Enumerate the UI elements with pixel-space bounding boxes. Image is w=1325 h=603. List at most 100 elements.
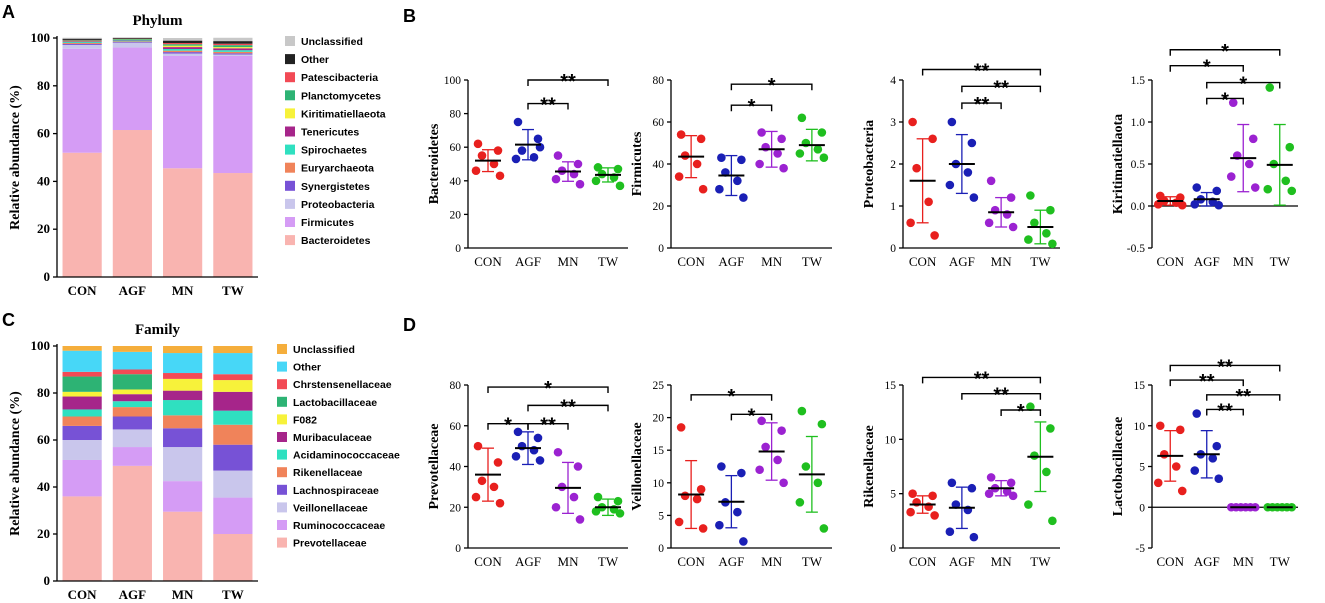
bar-segment-lachnospiraceae <box>163 428 203 448</box>
significance-label: ** <box>560 71 576 93</box>
data-point <box>613 496 623 506</box>
data-point <box>1214 474 1224 484</box>
legend-label: Bacteroidetes <box>301 235 371 247</box>
y-tick-label: 10 <box>885 434 897 446</box>
y-tick-label: 20 <box>37 526 50 541</box>
legend-swatch <box>277 396 287 407</box>
data-point <box>1228 98 1238 107</box>
data-point <box>984 218 994 228</box>
significance-label: * <box>748 405 756 427</box>
data-point <box>1208 454 1218 463</box>
bar-segment-unclassified <box>163 346 203 354</box>
bar-segment-acidaminococcaceae <box>62 409 102 417</box>
data-point <box>676 423 686 432</box>
bar-segment-other <box>62 38 102 40</box>
bar-segment-rikenellaceae <box>163 415 203 429</box>
data-point <box>513 427 523 437</box>
bar-segment-spirochaetes <box>112 40 152 42</box>
bar-segment-chrstensenellaceae <box>112 369 152 375</box>
data-point <box>969 532 979 542</box>
bar-segment-acidaminococcaceae <box>112 401 152 408</box>
data-point <box>575 515 585 524</box>
data-point <box>511 452 521 461</box>
significance-bracket <box>921 68 1042 76</box>
data-point <box>533 433 543 443</box>
bar-segment-ruminococcaceae <box>62 459 102 497</box>
bar-segment-acidaminococcaceae <box>163 400 203 416</box>
data-point <box>557 482 567 492</box>
legend-label: Other <box>293 362 321 374</box>
data-point <box>928 491 937 501</box>
y-tick-label: 0 <box>658 543 664 555</box>
data-point <box>739 193 748 202</box>
data-point <box>593 163 603 172</box>
y-tick-label: 20 <box>37 221 50 236</box>
significance-label: ** <box>974 94 990 116</box>
y-tick-label: 2 <box>890 159 896 171</box>
legend-label: Prevotellaceae <box>293 538 367 550</box>
bar-segment-veillonellaceae <box>213 470 253 498</box>
bar-segment-synergistetes <box>62 43 102 45</box>
bar-segment-other <box>213 353 253 375</box>
data-point <box>477 476 487 486</box>
legend-swatch <box>285 162 295 173</box>
significance-bracket <box>1169 65 1244 72</box>
bar-segment-planctomycetes <box>112 38 152 40</box>
bar-segment-patescibacteria <box>163 43 203 45</box>
data-point <box>715 520 724 530</box>
significance-bracket <box>730 83 813 91</box>
data-point <box>1008 222 1018 232</box>
y-tick-label: 100 <box>31 338 51 353</box>
significance-label: * <box>544 378 552 400</box>
significance-label: * <box>727 386 735 408</box>
bar-segment-prevotellaceae <box>163 511 203 581</box>
legend-swatch <box>277 449 287 460</box>
data-point <box>1190 200 1200 209</box>
y-tick-label: 1.5 <box>1131 75 1146 87</box>
y-tick-label: 10 <box>653 478 665 490</box>
data-point <box>511 154 521 164</box>
bar-segment-rikenellaceae <box>112 407 152 417</box>
legend-swatch <box>277 537 287 548</box>
x-tick-label: TW <box>1270 554 1291 569</box>
scatter-plot-firmicutes: 0 20 40 60 80 Firmicutes CON AGF MN TW * * <box>630 75 832 269</box>
data-point <box>517 146 527 155</box>
y-tick-label: 10 <box>1134 421 1146 433</box>
bar-segment-other <box>163 40 203 44</box>
y-tick-label: 80 <box>450 109 462 121</box>
y-axis-label: Firmicutes <box>630 131 645 196</box>
data-point <box>795 149 805 158</box>
bar-segment-lachnospiraceae <box>112 416 152 430</box>
y-tick-label: 0 <box>1139 502 1145 514</box>
panel-label-b: B <box>403 6 416 26</box>
data-point <box>489 482 499 492</box>
significance-bracket <box>1169 49 1281 56</box>
x-tick-label: MN <box>172 587 194 602</box>
x-tick-label: AGF <box>718 254 744 269</box>
x-tick-label: MN <box>761 254 783 269</box>
data-point <box>1024 500 1033 509</box>
data-point <box>1153 478 1163 488</box>
y-tick-label: 0 <box>44 269 51 284</box>
x-tick-label: CON <box>909 554 937 569</box>
bar-segment-muribaculaceae <box>62 396 102 410</box>
x-tick-label: MN <box>991 254 1013 269</box>
bar-segment-spirochaetes <box>213 50 253 52</box>
x-tick-label: CON <box>68 587 98 602</box>
y-tick-label: 60 <box>653 117 665 129</box>
bar-segment-chrstensenellaceae <box>163 373 203 379</box>
data-point <box>797 113 807 123</box>
data-point <box>755 465 764 475</box>
legend-label: Other <box>301 54 329 66</box>
x-tick-label: CON <box>68 283 98 298</box>
data-point <box>1048 516 1057 526</box>
legend-label: Veillonellaceae <box>293 502 368 514</box>
bar-segment-kiritimatiellaeota <box>213 47 253 49</box>
legend-label: Proteobacteria <box>301 199 375 211</box>
data-point <box>986 176 996 186</box>
data-point <box>471 492 481 502</box>
chart-title: Phylum <box>132 13 183 29</box>
bar-segment-bacteroidetes <box>112 130 152 277</box>
y-tick-label: 1.0 <box>1131 117 1146 129</box>
